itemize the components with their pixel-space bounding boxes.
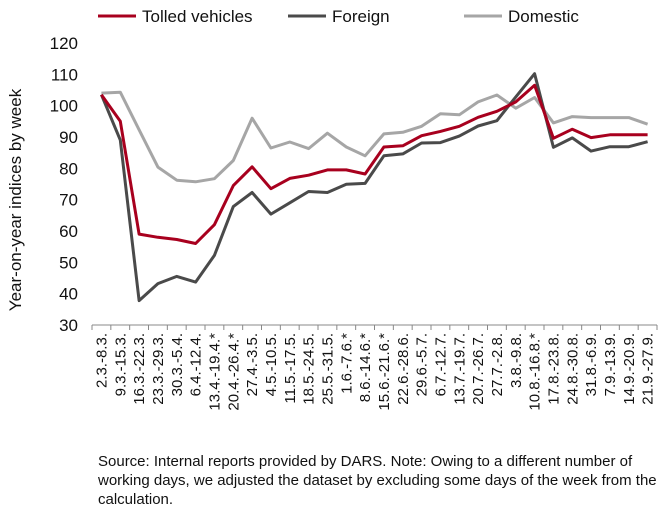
y-axis: 30 40 50 60 70 80 90 100 110 120 <box>50 34 78 335</box>
legend-label-tolled-vehicles: Tolled vehicles <box>142 7 253 26</box>
y-tick-label: 120 <box>50 34 78 53</box>
series-line-domestic <box>101 90 649 184</box>
x-tick-label: 7.9.-13.9. <box>602 333 619 396</box>
x-tick-label: 9.3.-15.3. <box>112 333 129 396</box>
y-tick-label: 60 <box>59 222 78 241</box>
legend-label-domestic: Domestic <box>508 7 579 26</box>
series-line-foreign <box>100 72 648 303</box>
x-tick-label: 2.3.-8.3. <box>93 333 110 388</box>
y-tick-label: 40 <box>59 285 78 304</box>
y-tick-label: 70 <box>59 191 78 210</box>
series-lines <box>100 72 649 303</box>
x-tick-label: 1.6.-7.6.* <box>338 333 355 394</box>
x-tick-label: 4.5.-10.5. <box>263 333 280 396</box>
x-tick-label: 14.9.-20.9. <box>621 333 638 405</box>
x-tick-label: 11.5.-17.5. <box>282 333 299 404</box>
source-note: Source: Internal reports provided by DAR… <box>98 453 657 508</box>
x-tick-label: 30.3.-5.4. <box>169 333 186 396</box>
x-tick-label: 20.4.-26.4.* <box>225 333 242 411</box>
x-tick-label: 17.8.-23.8. <box>545 333 562 405</box>
x-tick-label: 6.4.-12.4. <box>188 333 205 396</box>
x-tick-label: 15.6.-21.6.* <box>376 333 393 411</box>
x-tick-label: 13.7.-19.7. <box>451 333 468 405</box>
x-tick-label: 10.8.-16.8.* <box>527 333 544 411</box>
x-tick-label: 22.6.-28.6. <box>395 333 412 405</box>
x-tick-label: 20.7.-26.7. <box>470 333 487 405</box>
chart-legend: Tolled vehicles Foreign Domestic <box>98 7 579 26</box>
y-axis-label: Year-on-year indices by week <box>6 88 25 311</box>
x-tick-label: 8.6.-14.6.* <box>357 333 374 402</box>
series-line-tolled-vehicles <box>100 83 648 245</box>
x-tick-label: 25.5.-31.5. <box>319 333 336 405</box>
x-tick-label: 24.8.-30.8. <box>564 333 581 405</box>
x-tick-label: 27.7.-2.8. <box>489 333 506 396</box>
x-tick-label: 13.4.-19.4.* <box>206 333 223 411</box>
x-tick-label: 21.9.-27.9. <box>640 333 657 405</box>
y-tick-label: 110 <box>51 65 78 84</box>
x-tick-label: 16.3.-22.3. <box>131 333 148 405</box>
y-tick-label: 50 <box>59 253 78 272</box>
x-tick-label: 23.3.-29.3. <box>150 333 167 405</box>
x-tick-label: 18.5.-24.5. <box>301 333 318 405</box>
line-chart: Tolled vehicles Foreign Domestic Year-on-y… <box>6 7 658 411</box>
y-tick-label: 30 <box>59 316 78 335</box>
y-tick-label: 100 <box>50 97 78 116</box>
y-tick-label: 80 <box>59 159 78 178</box>
legend-label-foreign: Foreign <box>332 7 390 26</box>
x-tick-label: 6.7.-12.7. <box>432 333 449 396</box>
x-tick-label: 31.8.-6.9. <box>583 333 600 396</box>
y-tick-label: 90 <box>59 128 78 147</box>
x-tick-label: 27.4.-3.5. <box>244 333 261 396</box>
x-tick-label: 29.6.-5.7. <box>414 333 431 396</box>
x-tick-label: 3.8.-9.8. <box>508 333 525 388</box>
x-axis: 2.3.-8.3. 9.3.-15.3. 16.3.-22.3. 23.3.-29.3… <box>91 324 658 411</box>
